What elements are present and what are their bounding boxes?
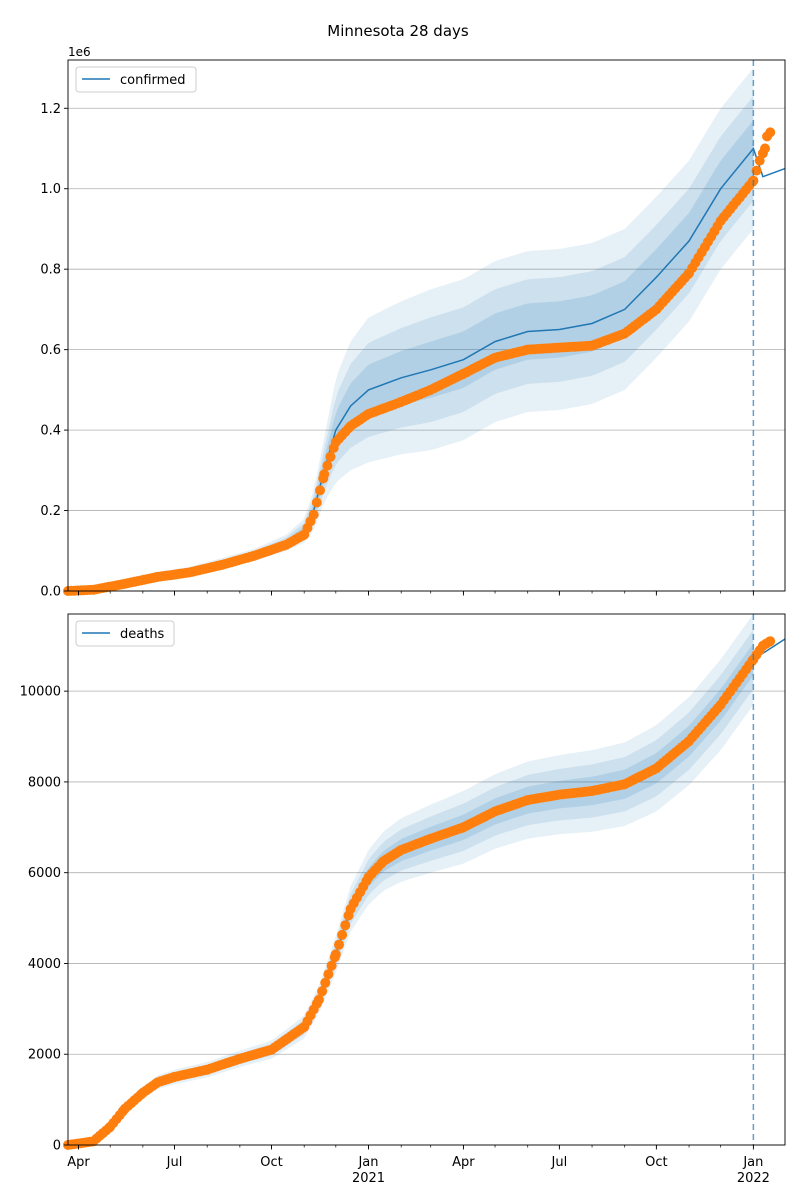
x-tick-year-label: 2022: [737, 1171, 770, 1186]
observed-point: [330, 949, 341, 960]
x-tick-label: Jul: [551, 1155, 568, 1170]
observed-point: [765, 127, 776, 138]
x-tick-label: Oct: [645, 1155, 667, 1170]
observed-point: [308, 509, 319, 520]
y-tick-label: 2000: [28, 1048, 61, 1063]
observed-point: [760, 143, 770, 154]
chart-title: Minnesota 28 days: [327, 22, 469, 40]
observed-point: [320, 977, 331, 988]
y-tick-label: 1.2: [40, 102, 61, 117]
plot-area-confirmed: [68, 60, 785, 591]
y-tick-label: 0.4: [40, 424, 61, 439]
observed-point: [322, 460, 333, 471]
legend-box: [75, 66, 197, 93]
x-tick-year-label: 2021: [352, 1171, 385, 1186]
y-tick-label: 4000: [28, 957, 61, 972]
legend-box: [75, 620, 175, 647]
observed-points-deaths: [63, 636, 776, 1150]
y-offset-label: 1e6: [68, 45, 91, 59]
observed-point: [326, 960, 337, 971]
x-axis-confirmed: [78, 591, 754, 596]
confidence-band: [68, 96, 754, 591]
observed-point: [337, 929, 348, 940]
confidence-band: [68, 68, 754, 591]
observed-point: [317, 986, 328, 997]
y-axis-confirmed: 0.0 0.2 0.4 0.6 0.8 1.0 1.2: [40, 102, 68, 600]
observed-point: [334, 939, 344, 950]
observed-point: [311, 497, 322, 508]
observed-point: [765, 636, 776, 647]
x-tick-label: Jan: [357, 1155, 378, 1170]
y-tick-label: 1.0: [40, 182, 61, 197]
y-tick-label: 0.8: [40, 263, 61, 278]
legend-confirmed: confirmed: [75, 66, 197, 93]
legend-label: confirmed: [120, 73, 186, 88]
observed-point: [313, 994, 324, 1005]
observed-point: [315, 485, 325, 496]
observed-points-confirmed: [63, 127, 776, 596]
y-tick-label: 0.2: [40, 504, 61, 519]
y-axis-deaths: 0 2000 4000 6000 8000 10000: [20, 685, 68, 1154]
observed-point: [323, 969, 334, 980]
y-tick-label: 10000: [20, 685, 61, 700]
y-tick-label: 0.6: [40, 343, 61, 358]
observed-point: [340, 920, 351, 931]
x-tick-label: Jul: [166, 1155, 183, 1170]
observed-point: [325, 451, 336, 462]
confirmed-panel: 1e6 0.0 0.2 0.4 0.6 0.8 1.0 1.2 confirmed: [40, 45, 786, 600]
plot-area-deaths: [68, 614, 785, 1145]
observed-point: [319, 469, 330, 480]
legend-deaths: deaths: [75, 620, 175, 647]
y-tick-label: 0.0: [40, 585, 61, 600]
confidence-bands-confirmed: [68, 68, 754, 592]
confidence-band: [68, 120, 754, 592]
y-tick-label: 0: [53, 1139, 61, 1154]
plot-frame-confirmed: [67, 59, 786, 592]
x-tick-label: Jan: [742, 1155, 763, 1170]
x-tick-label: Apr: [452, 1155, 475, 1170]
legend-label: deaths: [120, 627, 165, 642]
x-tick-label: Oct: [260, 1155, 282, 1170]
y-tick-label: 8000: [28, 775, 61, 790]
x-tick-label: Apr: [67, 1155, 90, 1170]
plot-frame-deaths: [67, 613, 786, 1146]
y-tick-label: 6000: [28, 866, 61, 881]
